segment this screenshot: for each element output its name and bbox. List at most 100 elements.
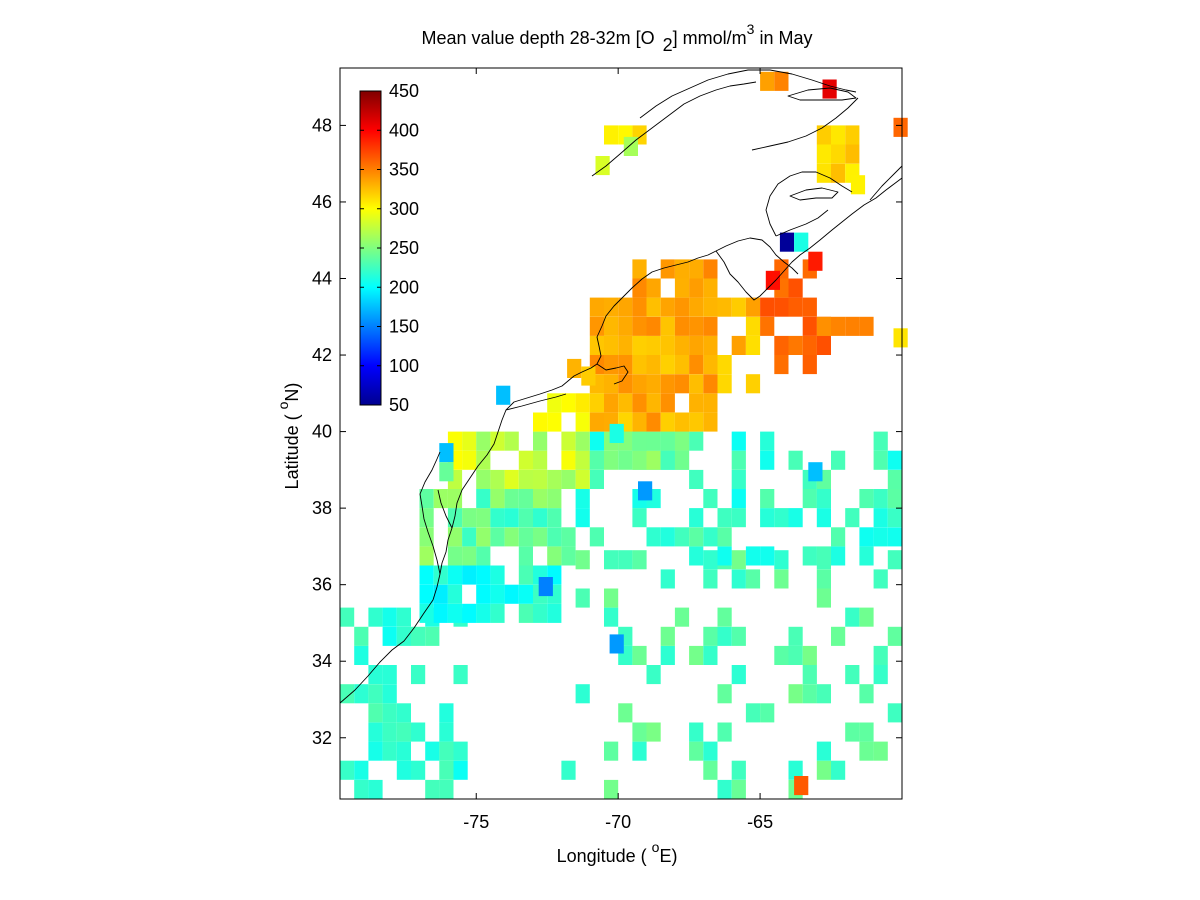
heatmap-cell xyxy=(518,508,533,528)
heatmap-cell xyxy=(689,278,704,298)
heatmap-cell xyxy=(831,125,846,145)
heatmap-cell xyxy=(646,316,661,336)
heatmap-cell xyxy=(859,527,874,547)
heatmap-cell xyxy=(660,431,675,451)
heatmap-cell xyxy=(504,431,519,451)
heatmap-cell xyxy=(453,760,468,780)
heatmap-cell xyxy=(816,316,831,336)
heatmap-cell xyxy=(887,550,902,570)
heatmap-cell xyxy=(604,550,619,570)
heatmap-cell xyxy=(547,527,562,547)
heatmap-cell xyxy=(703,259,718,279)
heatmap-cell xyxy=(462,508,477,528)
heatmap-cell xyxy=(604,588,619,608)
heatmap-cell xyxy=(575,469,590,489)
heatmap-cell xyxy=(618,703,633,723)
heatmap-cell xyxy=(703,374,718,394)
heatmap-cell xyxy=(873,508,888,528)
heatmap-cell xyxy=(476,489,491,509)
coastline-st-lawrence-south xyxy=(591,81,757,177)
heatmap-cell xyxy=(660,259,675,279)
colorbar-tick-label: 100 xyxy=(389,356,419,376)
heatmap-cell xyxy=(703,393,718,413)
heatmap-cell xyxy=(831,626,846,646)
heatmap-cell xyxy=(604,355,619,375)
heatmap-cell xyxy=(368,722,383,742)
heatmap-cell xyxy=(533,508,548,528)
heatmap-cell xyxy=(873,527,888,547)
heatmap-cell xyxy=(396,760,411,780)
coastline xyxy=(339,69,903,704)
heatmap-cell xyxy=(547,469,562,489)
coastline-long-island xyxy=(505,393,567,411)
heatmap-cell xyxy=(604,297,619,317)
heatmap-cell xyxy=(518,546,533,566)
heatmap-cell xyxy=(396,626,411,646)
heatmap-cell xyxy=(618,393,633,413)
heatmap-cell xyxy=(581,366,596,386)
heatmap-cells xyxy=(340,71,908,799)
x-axis: -75 -70 -65 xyxy=(463,68,773,832)
heatmap-cell xyxy=(831,316,846,336)
heatmap-cell xyxy=(745,374,761,394)
heatmap-cell xyxy=(731,779,746,799)
heatmap-cell xyxy=(774,508,789,528)
heatmap-cell xyxy=(845,722,860,742)
heatmap-cell xyxy=(731,508,746,528)
heatmap-cell xyxy=(859,684,874,704)
heatmap-cell xyxy=(618,450,633,470)
heatmap-cell xyxy=(873,450,888,470)
heatmap-cell xyxy=(774,71,789,91)
heatmap-cell xyxy=(433,603,448,623)
heatmap-cell xyxy=(831,450,846,470)
y-tick-label: 46 xyxy=(312,192,332,212)
heatmap-cell xyxy=(646,335,661,355)
heatmap-cell xyxy=(368,607,383,627)
heatmap-cell xyxy=(632,431,647,451)
heatmap-cell xyxy=(887,527,902,547)
heatmap-cell xyxy=(490,431,505,451)
heatmap-cell xyxy=(703,297,718,317)
heatmap-cell xyxy=(717,374,732,394)
axes-frame xyxy=(339,67,903,800)
heatmap-cell xyxy=(396,722,411,742)
heatmap-cell xyxy=(439,462,454,482)
heatmap-cell xyxy=(632,355,647,375)
y-tick-label: 38 xyxy=(312,498,332,518)
heatmap-cell xyxy=(660,412,675,432)
heatmap-cell xyxy=(831,527,846,547)
heatmap-cell xyxy=(354,645,369,665)
heatmap-cell xyxy=(887,626,902,646)
heatmap-cell xyxy=(887,703,902,723)
heatmap-cell xyxy=(788,278,803,298)
heatmap-cell xyxy=(632,550,647,570)
heatmap-cell xyxy=(816,163,831,183)
heatmap-cell xyxy=(589,297,604,317)
heatmap-cell xyxy=(518,489,533,509)
heatmap-cell xyxy=(425,779,440,799)
heatmap-cell xyxy=(618,355,633,375)
heatmap-cell xyxy=(760,71,775,91)
heatmap-cell xyxy=(887,450,902,470)
heatmap-cell xyxy=(518,450,533,470)
heatmap-cell xyxy=(788,760,803,780)
heatmap-cell xyxy=(689,374,704,394)
colorbar-tick-label: 50 xyxy=(389,395,409,415)
heatmap-cell xyxy=(774,645,789,665)
heatmap-cell xyxy=(859,741,874,761)
heatmap-cell xyxy=(618,550,633,570)
coastline-us xyxy=(339,250,717,704)
heatmap-cell xyxy=(439,722,454,742)
heatmap-cell xyxy=(816,588,831,608)
x-axis-label-prefix: Longitude ( xyxy=(557,846,652,866)
heatmap-cell xyxy=(703,760,718,780)
heatmap-cell xyxy=(533,450,548,470)
heatmap-cell xyxy=(561,760,576,780)
heatmap-cell xyxy=(816,569,831,589)
heatmap-cell xyxy=(831,546,846,566)
heatmap-cell xyxy=(447,546,463,566)
heatmap-cell xyxy=(604,125,619,145)
heatmap-cell xyxy=(689,431,704,451)
heatmap-cell xyxy=(618,335,633,355)
heatmap-cell xyxy=(845,665,860,685)
